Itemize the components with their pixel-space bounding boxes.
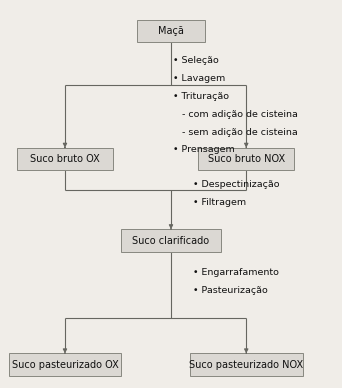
Text: - com adição de cisteina: - com adição de cisteina [173, 110, 298, 119]
Text: • Seleção: • Seleção [173, 56, 219, 65]
FancyBboxPatch shape [190, 353, 303, 376]
FancyBboxPatch shape [9, 353, 121, 376]
Text: Suco pasteurizado NOX: Suco pasteurizado NOX [189, 360, 303, 370]
FancyBboxPatch shape [17, 148, 113, 170]
FancyBboxPatch shape [121, 229, 221, 252]
Text: • Lavagem: • Lavagem [173, 74, 225, 83]
Text: • Engarrafamento: • Engarrafamento [193, 268, 279, 277]
FancyBboxPatch shape [137, 20, 205, 42]
Text: • Pasteurização: • Pasteurização [193, 286, 268, 294]
Text: • Trituração: • Trituração [173, 92, 229, 101]
Text: • Despectinização: • Despectinização [193, 180, 280, 189]
Text: • Prensagem: • Prensagem [173, 146, 235, 154]
Text: Suco pasteurizado OX: Suco pasteurizado OX [12, 360, 118, 370]
Text: Suco clarificado: Suco clarificado [132, 236, 210, 246]
Text: Suco bruto NOX: Suco bruto NOX [208, 154, 285, 164]
Text: • Filtragem: • Filtragem [193, 198, 246, 207]
Text: Suco bruto OX: Suco bruto OX [30, 154, 100, 164]
Text: - sem adição de cisteina: - sem adição de cisteina [173, 128, 298, 137]
FancyBboxPatch shape [198, 148, 294, 170]
Text: Maçã: Maçã [158, 26, 184, 36]
